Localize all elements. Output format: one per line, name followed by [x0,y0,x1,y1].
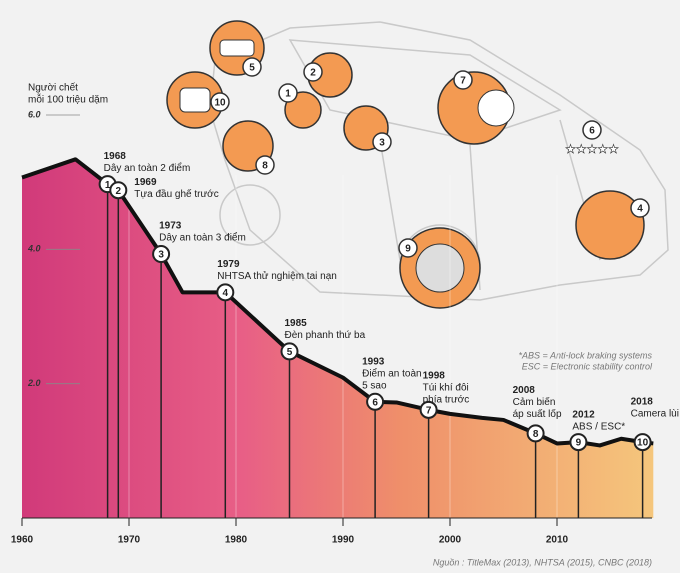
milestone-label: ABS / ESC* [572,422,625,433]
icon-number: 6 [589,126,595,137]
milestone-marker [633,433,652,452]
milestone-label: Cảm biến [513,396,556,408]
icons: ★★★★★ 5 2 1 10 8 3 7 6 4 9 [166,20,650,309]
milestone-label: Túi khí đôi [423,383,469,394]
milestone-label: Điểm an toàn [362,367,421,379]
milestone-marker [280,342,299,361]
milestone-number: 3 [158,250,164,261]
milestone-label: NHTSA thử nghiệm tai nạn [217,270,337,282]
milestone-label: phía trước [423,395,470,406]
milestone-label: Camera lùi [631,409,679,420]
milestone-year: 1973 [159,221,182,232]
milestone-label: Dây an toàn 2 điểm [104,162,191,174]
milestone-marker [526,424,545,443]
icon-badge [630,198,650,218]
milestone-number: 1 [105,180,111,191]
y-tick-label: 6.0 [28,109,41,119]
milestone-number: 6 [372,397,378,408]
milestone-label: áp suất lốp [513,408,562,420]
milestone-number: 9 [576,438,582,449]
milestone-number: 10 [637,438,649,449]
stars-icon: ★★★★★ [565,142,619,156]
icon-crash-test [575,190,645,260]
icon-badge [453,70,473,90]
y-tick-label: 4.0 [27,244,41,254]
x-tick-label: 2010 [546,535,569,546]
icon-number: 2 [310,68,316,79]
icon-shape [477,89,515,127]
source: Nguồn : TitleMax (2013), NHTSA (2015), C… [433,557,652,567]
area [22,159,654,518]
icon-number: 8 [262,161,268,172]
x-tick-label: 2000 [439,535,462,546]
x-tick-label: 1970 [118,535,141,546]
milestone-year: 1968 [104,151,127,162]
milestone-number: 4 [223,288,229,299]
icon-badge [242,57,262,77]
milestone-label: 5 sao [362,380,387,391]
icon-number: 3 [379,138,385,149]
icon-badge [303,62,323,82]
icon-shape [415,243,465,293]
milestone-year: 2018 [631,397,654,408]
milestone-year: 2012 [572,410,595,421]
icon-number: 4 [637,204,643,215]
icon-number: 10 [214,98,226,109]
milestone-number: 2 [116,186,122,197]
x-tick-label: 1990 [332,535,355,546]
milestone-year: 1993 [362,356,385,367]
icon-badge [398,238,418,258]
milestone-marker [152,245,171,264]
icon-number: 1 [285,89,291,100]
icon-number: 7 [460,76,466,87]
y-axis-title: Người chết [28,82,78,94]
milestone-year: 2008 [513,385,536,396]
icon-number: 9 [405,244,411,255]
milestone-marker [109,181,128,200]
milestone-label: Tựa đầu ghế trước [134,188,218,200]
milestone-marker [419,400,438,419]
icon-shape [219,39,255,57]
y-axis-title: mỗi 100 triệu dặm [28,93,108,106]
milestone-number: 8 [533,429,539,440]
line [21,157,654,448]
note: *ABS = Anti-lock braking systems [519,350,653,360]
milestone-marker [569,433,588,452]
milestone-year: 1969 [134,177,157,188]
milestone-label: Đèn phanh thứ ba [285,330,366,341]
milestone-number: 7 [426,406,432,417]
y-tick-label: 2.0 [27,378,41,388]
icon-badge [278,83,298,103]
milestone-number: 5 [287,347,293,358]
icon-belt-2pt [284,91,322,129]
milestone-year: 1998 [423,371,446,382]
icon-shape [179,87,211,113]
x-tick-label: 1980 [225,535,248,546]
icon-badge [255,155,275,175]
milestone-label: Dây an toàn 3 điểm [159,232,246,244]
icon-badge [210,92,230,112]
x-tick-label: 1960 [11,535,34,546]
note: ESC = Electronic stability control [522,361,653,371]
icon-number: 5 [249,63,255,74]
icon-badge [582,120,602,140]
milestone-marker [366,392,385,411]
milestone-year: 1985 [285,318,308,329]
milestone-year: 1979 [217,259,240,270]
milestone-marker [216,283,235,302]
icon-badge [372,132,392,152]
